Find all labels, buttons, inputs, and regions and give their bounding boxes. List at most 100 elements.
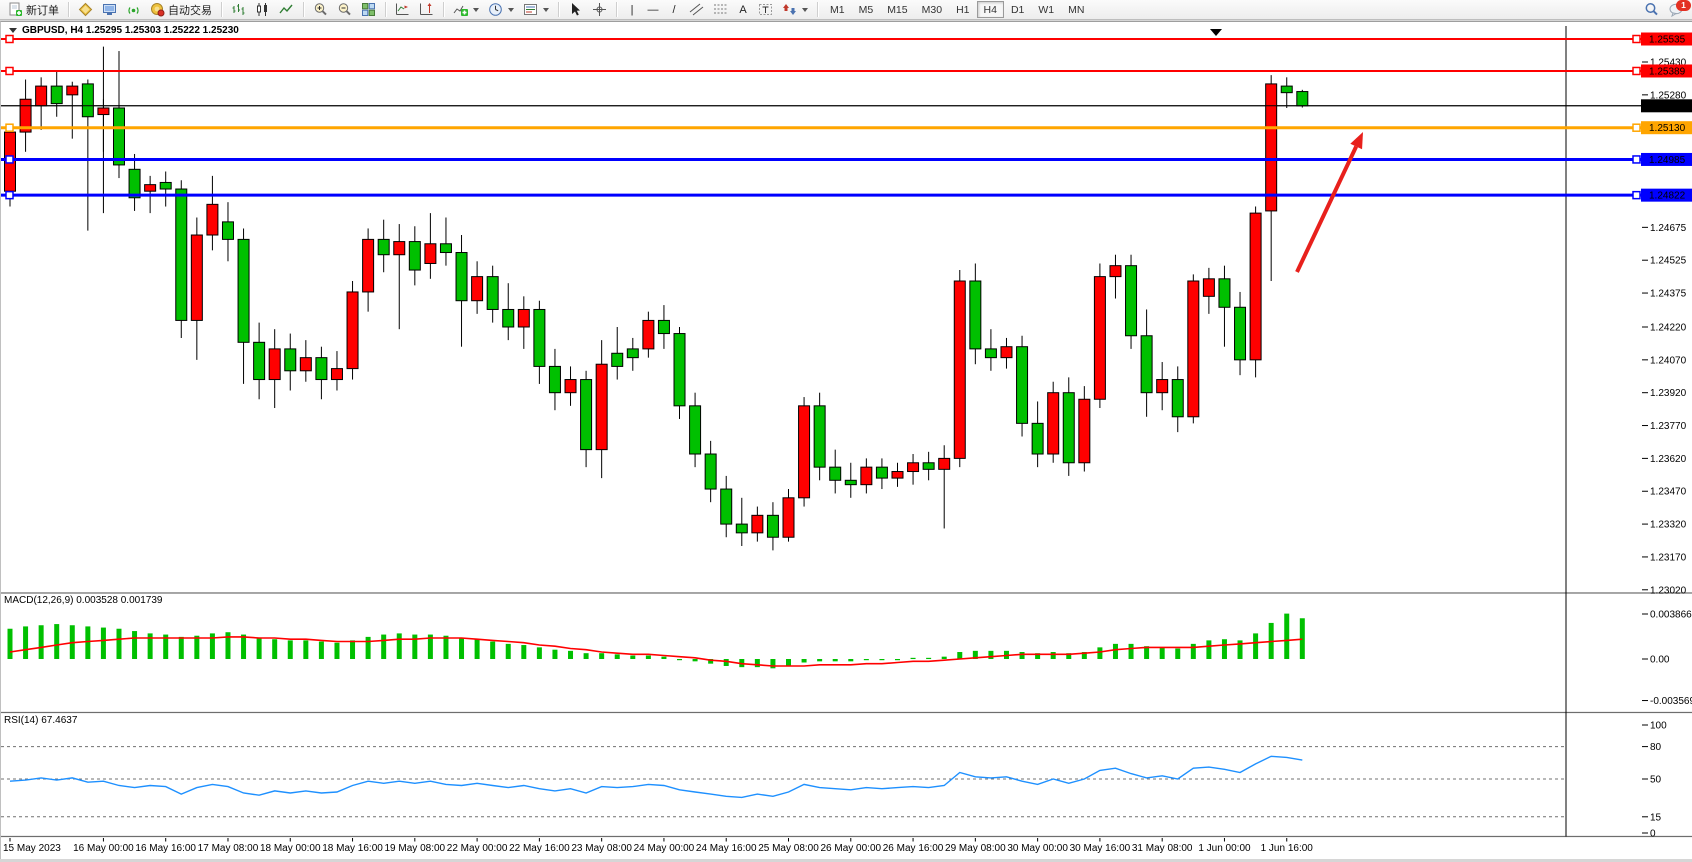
- indicators-button[interactable]: [449, 1, 483, 19]
- macd-histogram-bar: [178, 636, 184, 659]
- candle-bullish: [782, 497, 795, 538]
- tile-windows-button[interactable]: [357, 1, 380, 19]
- timeframe-m5[interactable]: M5: [852, 1, 881, 18]
- vertical-line-glyph: |: [630, 3, 634, 16]
- rsi-axis-label: 15: [1650, 812, 1662, 823]
- line-handle[interactable]: [5, 66, 14, 76]
- macd-histogram-bar: [1112, 643, 1118, 659]
- macd-histogram-bar: [443, 635, 449, 659]
- macd-histogram-bar: [521, 645, 527, 659]
- toolbar-separator: [616, 2, 617, 17]
- zoom-in-button[interactable]: [309, 1, 332, 19]
- line-handle[interactable]: [1632, 155, 1641, 164]
- new-order-label: 新订单: [26, 4, 59, 17]
- line-handle[interactable]: [5, 34, 14, 44]
- trend-arrow-head[interactable]: [1350, 132, 1363, 150]
- price-tick-label: 1.23320: [1650, 520, 1687, 531]
- candle-bullish: [206, 203, 219, 236]
- candle-bearish: [766, 514, 779, 538]
- arrows-button[interactable]: [778, 1, 812, 19]
- macd-histogram-bar: [1206, 640, 1212, 659]
- candle-bearish: [221, 221, 234, 240]
- cursor-button[interactable]: [564, 1, 587, 19]
- line-chart-button[interactable]: [275, 1, 298, 19]
- macd-histogram-bar: [972, 650, 978, 659]
- signal-button[interactable]: [122, 1, 145, 19]
- candle-bullish: [953, 280, 966, 459]
- timeframe-h4[interactable]: H4: [976, 1, 1004, 18]
- market-depth-button[interactable]: [74, 1, 97, 19]
- timeframe-m30[interactable]: M30: [915, 1, 949, 18]
- fibonacci-button[interactable]: [709, 1, 732, 19]
- candle-bearish: [253, 341, 266, 381]
- candlestick-chart-button[interactable]: [251, 1, 274, 19]
- new-order-icon: [9, 2, 22, 16]
- macd-histogram-bar: [427, 634, 433, 659]
- candle-bullish: [642, 319, 655, 350]
- search-button[interactable]: [1640, 1, 1663, 19]
- chat-button[interactable]: 1: [1664, 0, 1691, 19]
- line-handle[interactable]: [5, 123, 14, 132]
- toolbar-separator: [443, 2, 444, 17]
- line-handle[interactable]: [5, 155, 14, 164]
- macd-histogram-bar: [770, 659, 776, 669]
- bar-chart-button[interactable]: [227, 1, 250, 19]
- text-label-button[interactable]: [754, 1, 777, 19]
- timeframe-h1[interactable]: H1: [949, 1, 976, 18]
- periods-button[interactable]: [484, 1, 518, 19]
- dropdown-caret-icon: [543, 7, 549, 12]
- macd-histogram-bar: [614, 654, 620, 659]
- time-axis-label: 16 May 00:00: [73, 843, 134, 854]
- channel-icon: [689, 3, 704, 16]
- price-level-badge: [1641, 121, 1692, 135]
- timeframe-w1[interactable]: W1: [1031, 1, 1061, 18]
- timeframe-d1[interactable]: D1: [1004, 1, 1031, 18]
- text-button[interactable]: A: [733, 1, 753, 19]
- horizontal-line-button[interactable]: —: [643, 1, 663, 19]
- auto-scroll-button[interactable]: [391, 1, 414, 19]
- line-handle[interactable]: [1632, 34, 1641, 44]
- zoom-out-button[interactable]: [333, 1, 356, 19]
- time-axis-label: 26 May 16:00: [883, 843, 944, 854]
- macd-histogram-bar: [100, 627, 106, 659]
- chart-window[interactable]: 1.25430 1.25280 1.24675 1.24525 1.24375 1.242…: [0, 21, 1692, 859]
- rsi-line: [9, 755, 1303, 799]
- line-handle[interactable]: [1632, 123, 1641, 132]
- timeframe-mn[interactable]: MN: [1061, 1, 1091, 18]
- line-handle[interactable]: [5, 190, 14, 200]
- price-tick-label: 1.23620: [1650, 454, 1687, 465]
- candle-bullish: [66, 85, 79, 96]
- candle-bearish: [315, 357, 328, 381]
- macd-histogram-bar: [1284, 613, 1290, 659]
- templates-button[interactable]: [519, 1, 553, 19]
- timeframe-m1[interactable]: M1: [823, 1, 852, 18]
- terminal-button[interactable]: [98, 1, 121, 19]
- macd-axis-label: 0.003866: [1650, 609, 1692, 620]
- candle-bearish: [128, 168, 141, 199]
- new-order-button[interactable]: 新订单: [4, 1, 63, 19]
- chart-shift-button[interactable]: [415, 1, 438, 19]
- trendline-button[interactable]: /: [664, 1, 684, 19]
- channel-button[interactable]: [685, 1, 708, 19]
- candle-bullish: [517, 308, 530, 328]
- timeframe-m15[interactable]: M15: [880, 1, 914, 18]
- macd-histogram-bar: [474, 639, 480, 659]
- candle-bullish: [938, 457, 951, 470]
- auto-trading-button[interactable]: 自动交易: [146, 1, 216, 19]
- macd-histogram-bar: [1097, 647, 1103, 659]
- symbol-dropdown-icon[interactable]: [9, 28, 17, 33]
- candle-bearish: [813, 405, 826, 468]
- candle-bearish: [112, 107, 125, 166]
- candle-bullish: [97, 107, 110, 116]
- candle-bullish: [471, 276, 484, 302]
- line-handle[interactable]: [1632, 66, 1641, 76]
- chart-canvas[interactable]: 1.25430 1.25280 1.24675 1.24525 1.24375 1.242…: [1, 22, 1692, 860]
- vertical-line-button[interactable]: |: [622, 1, 642, 19]
- crosshair-button[interactable]: [588, 1, 611, 19]
- terminal-icon: [103, 4, 116, 15]
- chart-shift-marker[interactable]: [1210, 29, 1222, 36]
- price-tick-label: 1.23020: [1650, 585, 1687, 596]
- line-handle[interactable]: [1632, 190, 1641, 200]
- candle-bearish: [689, 405, 702, 455]
- trend-arrow-line[interactable]: [1295, 145, 1358, 273]
